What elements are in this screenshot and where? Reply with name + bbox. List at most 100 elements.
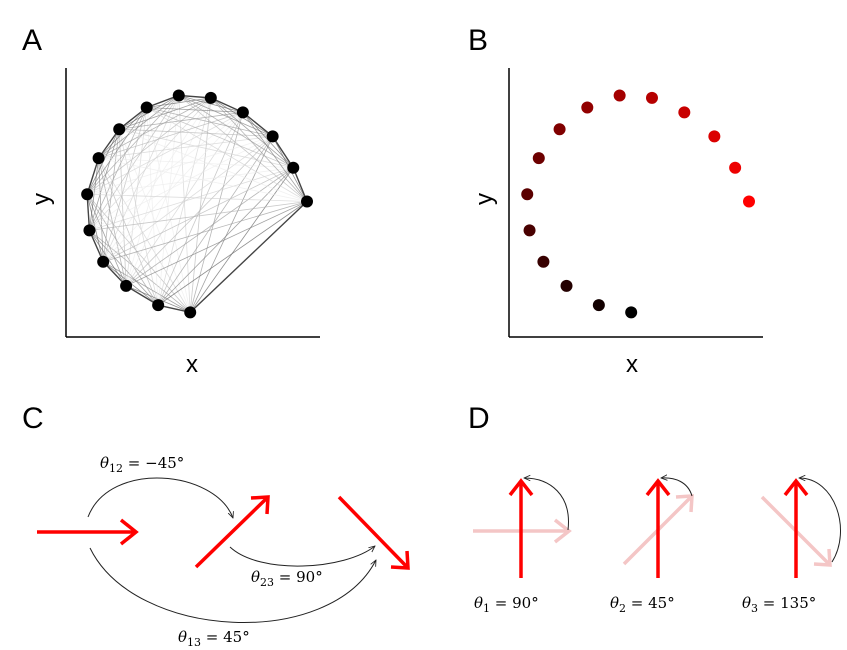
connection-line [119,97,211,130]
connection-line [98,136,273,159]
data-point-b-5 [521,188,534,201]
data-point-b-3 [537,255,550,268]
theta-23-label: θ23 = 90° [251,568,323,589]
connection-line [157,136,273,306]
connection-line [178,95,243,113]
connection-line [146,107,191,313]
connection-line [102,107,148,262]
connection-line [89,112,244,231]
panel-b-ylabel: y [471,193,498,205]
connection-line [189,167,294,313]
data-point-a-5 [81,188,94,201]
data-point-b-9 [613,89,626,102]
connection-line [125,112,244,287]
panel-b-points [521,89,755,319]
connection-line [125,95,180,286]
connection-line [87,136,273,195]
connection-line [189,112,244,313]
connection-line [125,285,159,306]
connection-line [86,95,180,195]
angle-arc-1 [524,478,569,531]
connection-line [125,136,273,287]
data-point-a-11 [236,106,249,119]
connection-line [157,112,244,306]
angle-arc-3 [799,478,841,563]
connection-line [89,97,212,231]
connection-line [98,157,308,202]
connection-line [86,194,127,287]
data-point-b-1 [592,299,605,312]
data-point-a-1 [152,299,165,312]
connection-line [86,107,148,195]
connection-line [98,111,244,159]
connection-line [86,157,100,195]
panel-a-connection-lines [86,94,308,314]
angle-diagram-1: θ1 = 90° [473,478,572,615]
connection-line [178,95,273,137]
panel-a: A x y [22,24,320,378]
connection-line [118,129,127,286]
data-point-b-6 [532,152,545,165]
data-point-a-8 [140,101,153,114]
data-point-b-10 [645,91,658,104]
theta-1-label: θ1 = 90° [474,594,539,615]
connection-line [89,201,308,231]
panel-a-xlabel: x [186,351,198,378]
theta-3-label: θ3 = 135° [742,594,816,615]
theta-13-label: θ13 = 45° [178,628,250,649]
connection-line [119,128,294,169]
panel-a-letter: A [22,24,42,57]
panel-a-points [81,89,313,319]
data-point-b-2 [560,279,573,292]
connection-line [146,97,211,108]
red-vertical-arrow-1 [508,478,534,578]
connection-line [98,158,104,262]
connection-line [98,157,191,313]
panel-b: B x y [468,24,763,378]
connection-line [119,128,273,137]
connection-line [292,167,308,202]
connection-line [125,167,294,287]
connection-line [103,167,294,263]
connection-line [157,167,294,306]
data-point-b-13 [729,161,742,174]
connection-line [103,201,308,263]
data-point-a-3 [97,255,110,268]
data-point-a-9 [172,89,185,102]
panel-b-letter: B [468,24,488,57]
connection-line [86,194,159,306]
data-point-a-0 [184,306,197,319]
connection-line [102,97,212,262]
connection-line [210,97,308,202]
connection-line [89,136,273,231]
connection-line [157,201,308,306]
connection-line [119,111,243,130]
connection-line [87,193,308,202]
data-point-a-6 [92,152,105,165]
angle-arc-2 [661,478,693,497]
connection-line [86,194,104,262]
connection-line [89,230,159,306]
data-point-b-0 [625,306,638,319]
connection-line [146,107,308,202]
angle-diagram-3: θ3 = 135° [742,478,841,615]
connection-line [125,107,148,286]
theta-12-label: θ12 = −45° [100,454,184,475]
data-point-a-4 [83,224,96,237]
angle-connector-13 [89,547,376,623]
connection-line [146,107,294,169]
data-point-b-7 [553,123,566,136]
data-point-a-7 [113,123,126,136]
connection-line [157,95,180,306]
connection-line [98,157,294,169]
data-point-b-4 [523,224,536,237]
connection-line [272,136,294,169]
connection-line [125,201,308,287]
panel-c-letter: C [22,402,44,435]
angle-connector-23 [229,546,375,567]
angle-connector-12 [87,477,233,518]
connection-line [89,167,294,231]
connection-line [86,111,244,195]
data-point-a-2 [120,279,133,292]
